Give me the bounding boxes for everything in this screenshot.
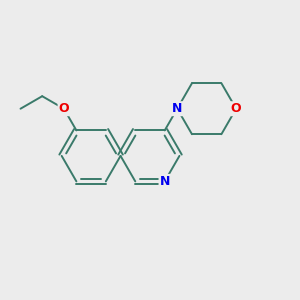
Text: N: N bbox=[160, 175, 170, 188]
Text: O: O bbox=[231, 102, 242, 115]
Text: N: N bbox=[172, 102, 182, 115]
Text: O: O bbox=[58, 102, 69, 115]
